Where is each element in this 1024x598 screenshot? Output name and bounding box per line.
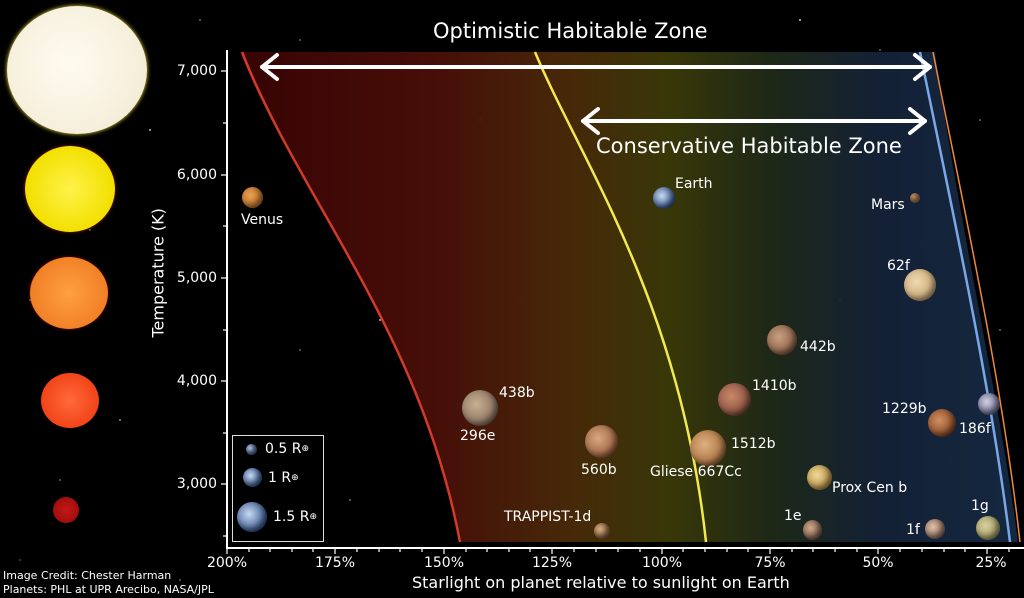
planet-label-trappist-1d: TRAPPIST-1d: [504, 509, 592, 525]
legend-entry-1: 1 R ⊕: [237, 468, 299, 487]
planet-label-62f: 62f: [887, 258, 910, 274]
x-tick-25: 25%: [975, 555, 1007, 571]
star-orange: [30, 257, 108, 329]
planet-label-1512b: 1512b: [731, 436, 776, 452]
optimistic-inner-boundary: [240, 51, 462, 543]
planet-label-earth: Earth: [675, 176, 713, 192]
planet-186f: [978, 393, 1000, 415]
y-tick-6000: 6,000: [176, 167, 217, 183]
planet-1e: [803, 520, 822, 540]
planet-label-1g: 1g: [971, 498, 989, 514]
planets-credit: Planets: PHL at UPR Arecibo, NASA/JPL: [3, 583, 214, 596]
x-tick-150: 150%: [423, 555, 465, 571]
planet-1229b: [928, 409, 956, 437]
y-axis-title: Temperature (K): [148, 208, 168, 338]
planet-label-mars: Mars: [871, 197, 905, 213]
planet-label-1410b: 1410b: [752, 378, 797, 394]
legend-earth-large-icon: [237, 502, 267, 532]
planet-label-1f: 1f: [906, 522, 920, 538]
x-tick-200: 200%: [206, 555, 248, 571]
conservative-zone-label: Conservative Habitable Zone: [596, 134, 902, 158]
planet-trappist-1d: [594, 523, 610, 539]
planet-label-296e: 296e: [460, 428, 496, 444]
x-tick-100: 100%: [641, 555, 683, 571]
y-tick-3000: 3,000: [176, 476, 217, 492]
x-tick-125: 125%: [531, 555, 573, 571]
optimistic-zone-label: Optimistic Habitable Zone: [433, 19, 708, 43]
planet-1f: [925, 519, 945, 539]
planet-1410b: [718, 383, 751, 416]
y-tick-4000: 4,000: [176, 373, 217, 389]
planet-560b: [585, 425, 618, 458]
planet-label-438b: 438b: [499, 385, 535, 401]
legend-entry-0.5: 0.5 R ⊕: [237, 441, 309, 457]
planet-442b: [767, 325, 797, 355]
planet-label-1229b: 1229b: [882, 401, 927, 417]
star-yellow: [25, 146, 115, 232]
legend-entry-1.5: 1.5 R ⊕: [237, 502, 317, 532]
planet-296e: [462, 390, 498, 426]
x-tick-75: 75%: [754, 555, 786, 571]
x-axis-title: Starlight on planet relative to sunlight…: [412, 573, 790, 592]
legend-earth-medium-icon: [243, 468, 262, 487]
optimistic-zone-band: [240, 52, 1018, 542]
star-red: [53, 497, 79, 523]
planet-venus: [242, 187, 263, 208]
star-red-orange: [41, 373, 99, 428]
planet-label-442b: 442b: [800, 339, 836, 355]
optimistic-outer-boundary: [932, 51, 1021, 543]
planet-label-1e: 1e: [784, 508, 802, 524]
planet-earth: [653, 187, 675, 209]
planet-mars: [910, 193, 920, 203]
planet-label-560b: 560b: [581, 462, 617, 478]
size-legend: 0.5 R ⊕ 1 R ⊕ 1.5 R ⊕: [232, 435, 324, 542]
x-tick-50: 50%: [862, 555, 894, 571]
planet-1g: [976, 516, 1000, 540]
planet-label-186f: 186f: [959, 421, 991, 437]
x-ticks: [226, 548, 1010, 554]
planet-62f: [904, 269, 936, 301]
x-tick-175: 175%: [314, 555, 356, 571]
y-tick-5000: 5,000: [176, 270, 217, 286]
planet-gliese-667cc: [690, 430, 726, 466]
planet-label-prox-cen-b: Prox Cen b: [832, 480, 908, 496]
legend-earth-small-icon: [246, 443, 257, 455]
planet-label-venus: Venus: [241, 212, 284, 228]
image-credit: Image Credit: Chester Harman: [3, 569, 172, 582]
planet-prox-cen-b: [807, 465, 832, 490]
star-white: [7, 6, 147, 134]
conservative-outer-boundary: [918, 51, 1012, 543]
y-tick-7000: 7,000: [176, 63, 217, 79]
planet-label-gliese-667cc: Gliese 667Cc: [650, 464, 742, 480]
